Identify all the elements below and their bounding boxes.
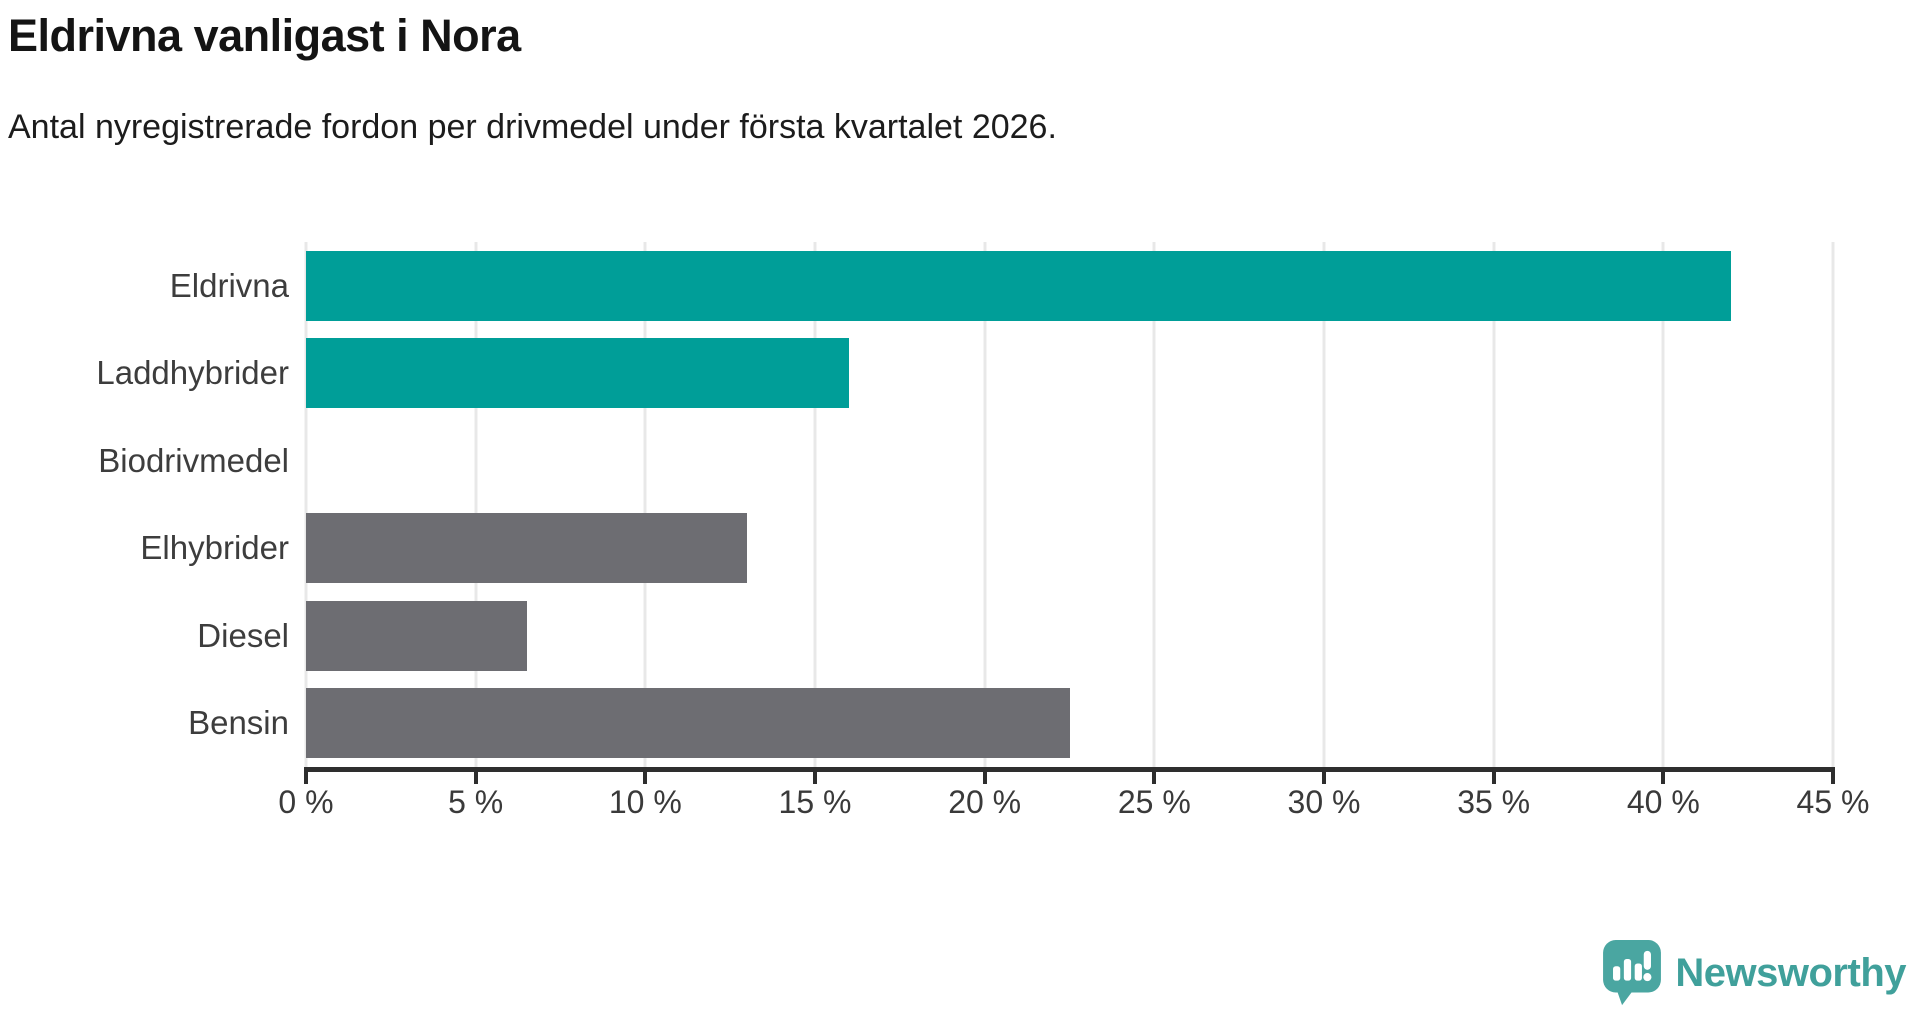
x-axis: 0 % 5 % 10 % 15 % 20 % 25 % 30 % 35 % 40 % 45 % <box>278 767 1869 834</box>
bar-diesel <box>306 600 527 671</box>
gridline <box>983 242 987 767</box>
plot-area: Eldrivna Laddhybrider Biodrivmedel Elhybrid… <box>0 242 1835 767</box>
chart-subtitle: Antal nyregistrerade fordon per drivmede… <box>8 108 1057 146</box>
bar-track <box>306 426 1833 496</box>
newsworthy-branding: Newsworthy <box>1603 940 1906 1006</box>
axis-tick-label: 30 % <box>1287 784 1361 820</box>
gridline <box>304 242 308 767</box>
axis-tick <box>1661 767 1666 784</box>
axis-tick <box>1831 767 1835 784</box>
bar-track <box>306 338 1833 409</box>
bar-track <box>306 513 1833 584</box>
category-label: Biodrivmedel <box>98 441 289 479</box>
axis-tick-label: 35 % <box>1457 784 1531 820</box>
x-axis-tick-labels: 0 % 5 % 10 % 15 % 20 % 25 % 30 % 35 % 40 % 45 % <box>278 784 1869 834</box>
bar-track <box>306 688 1833 759</box>
bar-rows: Eldrivna Laddhybrider Biodrivmedel Elhybrid… <box>0 242 1833 767</box>
gridline <box>1322 242 1326 767</box>
axis-tick <box>813 767 817 784</box>
axis-tick <box>643 767 648 784</box>
category-label: Eldrivna <box>169 266 289 304</box>
gridline <box>1492 242 1496 767</box>
axis-tick-label: 10 % <box>608 784 682 820</box>
axis-tick-label: 45 % <box>1796 784 1870 820</box>
axis-tick <box>1152 767 1157 784</box>
chart-row: Diesel <box>0 592 1833 680</box>
axis-tick-label: 20 % <box>948 784 1022 820</box>
axis-tick <box>473 767 478 784</box>
x-axis-line <box>304 767 1835 784</box>
category-label: Laddhybrider <box>96 354 289 392</box>
bar-eldrivna <box>306 250 1732 321</box>
chart-title: Eldrivna vanligast i Nora <box>8 10 521 61</box>
axis-tick-label: 40 % <box>1626 784 1700 820</box>
axis-tick <box>1322 767 1326 784</box>
gridline <box>1152 242 1156 767</box>
axis-tick-label: 0 % <box>278 784 334 820</box>
category-label: Bensin <box>188 704 289 742</box>
bar-bensin <box>306 688 1070 759</box>
axis-tick-label: 25 % <box>1117 784 1191 820</box>
gridlines <box>304 242 1835 767</box>
chart-row: Eldrivna <box>0 242 1833 330</box>
chart-row: Bensin <box>0 680 1833 768</box>
horizontal-bar-chart: Eldrivna Laddhybrider Biodrivmedel Elhybrid… <box>0 242 1869 834</box>
chart-row: Laddhybrider <box>0 330 1833 418</box>
bar-track <box>306 250 1833 321</box>
category-label: Diesel <box>197 616 289 654</box>
newsworthy-logo-icon <box>1603 940 1662 1006</box>
chart-row: Elhybrider <box>0 505 1833 593</box>
gridline <box>643 242 647 767</box>
gridline <box>813 242 817 767</box>
newsworthy-wordmark: Newsworthy <box>1675 950 1906 995</box>
axis-tick <box>982 767 987 784</box>
bar-elhybrider <box>306 513 748 584</box>
bar-track <box>306 600 1833 671</box>
axis-tick <box>1491 767 1496 784</box>
axis-tick <box>304 767 308 784</box>
gridline <box>1831 242 1835 767</box>
chart-row: Biodrivmedel <box>0 417 1833 505</box>
axis-tick-label: 15 % <box>778 784 852 820</box>
category-label: Elhybrider <box>140 529 289 567</box>
gridline <box>474 242 478 767</box>
axis-tick-label: 5 % <box>448 784 504 820</box>
bar-laddhybrider <box>306 338 849 409</box>
gridline <box>1661 242 1665 767</box>
